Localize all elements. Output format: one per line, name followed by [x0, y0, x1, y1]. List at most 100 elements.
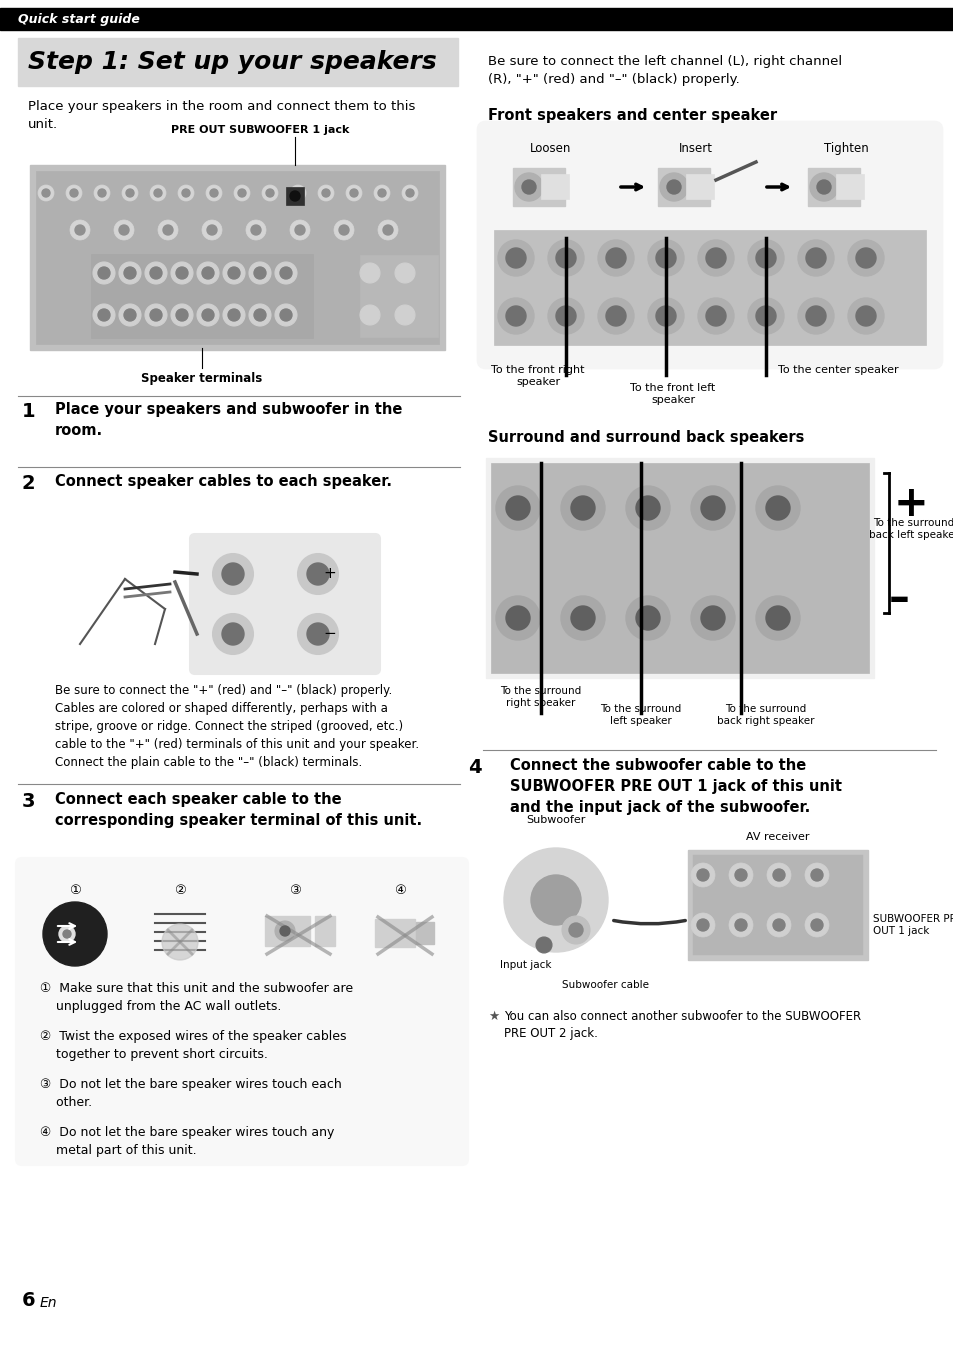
Circle shape — [124, 309, 136, 321]
Circle shape — [855, 306, 875, 326]
Circle shape — [206, 185, 222, 201]
Circle shape — [847, 298, 883, 334]
Circle shape — [294, 189, 302, 197]
Text: To the surround
back right speaker: To the surround back right speaker — [717, 704, 814, 727]
Circle shape — [171, 305, 193, 326]
Text: −: − — [323, 627, 335, 642]
Circle shape — [280, 267, 292, 279]
Circle shape — [223, 305, 245, 326]
Circle shape — [346, 185, 361, 201]
Circle shape — [145, 305, 167, 326]
Circle shape — [497, 298, 534, 334]
Circle shape — [322, 189, 330, 197]
Circle shape — [171, 262, 193, 284]
Text: Step 1: Set up your speakers: Step 1: Set up your speakers — [28, 50, 436, 74]
Circle shape — [222, 563, 244, 585]
Circle shape — [150, 309, 162, 321]
Text: Quick start guide: Quick start guide — [18, 12, 140, 26]
Circle shape — [207, 225, 216, 235]
Circle shape — [98, 309, 110, 321]
Text: 3: 3 — [22, 793, 35, 811]
Circle shape — [700, 496, 724, 520]
Text: Place your speakers and subwoofer in the
room.: Place your speakers and subwoofer in the… — [55, 402, 402, 438]
Circle shape — [765, 607, 789, 630]
Text: To the front right
speaker: To the front right speaker — [491, 365, 584, 387]
FancyBboxPatch shape — [485, 458, 873, 678]
Circle shape — [505, 248, 525, 268]
Text: Speaker terminals: Speaker terminals — [141, 372, 262, 386]
Circle shape — [228, 267, 240, 279]
Text: En: En — [40, 1295, 57, 1310]
Circle shape — [755, 248, 775, 268]
Circle shape — [70, 189, 78, 197]
Bar — [685, 174, 713, 200]
Circle shape — [496, 487, 539, 530]
Text: Tighten: Tighten — [822, 142, 867, 155]
Circle shape — [196, 305, 219, 326]
Text: 2: 2 — [22, 474, 35, 493]
Text: Input jack: Input jack — [499, 960, 551, 971]
Circle shape — [150, 185, 166, 201]
Text: ③  Do not let the bare speaker wires touch each
    other.: ③ Do not let the bare speaker wires touc… — [40, 1078, 341, 1109]
Circle shape — [659, 173, 687, 201]
Circle shape — [766, 913, 790, 937]
Circle shape — [734, 869, 746, 882]
Circle shape — [92, 305, 115, 326]
Bar — [36, 171, 438, 344]
Circle shape — [113, 220, 133, 240]
Circle shape — [59, 926, 75, 942]
Circle shape — [755, 596, 800, 640]
Text: 4: 4 — [468, 758, 481, 776]
Text: Front speakers and center speaker: Front speakers and center speaker — [488, 108, 777, 123]
Text: Subwoofer cable: Subwoofer cable — [562, 980, 649, 989]
Circle shape — [728, 913, 752, 937]
Text: Subwoofer: Subwoofer — [526, 816, 585, 825]
Circle shape — [598, 240, 634, 276]
Circle shape — [568, 923, 582, 937]
Circle shape — [237, 189, 246, 197]
Circle shape — [274, 305, 296, 326]
Circle shape — [805, 248, 825, 268]
Circle shape — [210, 189, 218, 197]
Circle shape — [531, 875, 580, 925]
Circle shape — [816, 181, 830, 194]
Circle shape — [338, 225, 349, 235]
Circle shape — [153, 189, 162, 197]
Circle shape — [598, 298, 634, 334]
Text: Be sure to connect the left channel (L), right channel
(R), "+" (red) and "–" (b: Be sure to connect the left channel (L),… — [488, 55, 841, 86]
Circle shape — [797, 240, 833, 276]
Circle shape — [290, 185, 306, 201]
Circle shape — [150, 267, 162, 279]
Bar — [494, 231, 925, 345]
Text: To the center speaker: To the center speaker — [777, 365, 898, 375]
Text: ②  Twist the exposed wires of the speaker cables
    together to prevent short c: ② Twist the exposed wires of the speaker… — [40, 1030, 346, 1061]
Circle shape — [42, 189, 50, 197]
Circle shape — [636, 496, 659, 520]
Circle shape — [497, 240, 534, 276]
Circle shape — [228, 309, 240, 321]
Circle shape — [280, 309, 292, 321]
Text: Loosen: Loosen — [530, 142, 571, 155]
Circle shape — [700, 607, 724, 630]
Text: You can also connect another subwoofer to the SUBWOOFER
PRE OUT 2 jack.: You can also connect another subwoofer t… — [503, 1010, 861, 1041]
Circle shape — [747, 240, 783, 276]
Bar — [807, 168, 859, 206]
Circle shape — [395, 305, 415, 325]
Circle shape — [158, 220, 178, 240]
Circle shape — [772, 919, 784, 931]
Text: ①: ① — [69, 884, 81, 896]
Circle shape — [119, 225, 129, 235]
Circle shape — [253, 309, 266, 321]
Bar — [0, 8, 953, 30]
Circle shape — [213, 554, 253, 594]
Circle shape — [560, 487, 604, 530]
Circle shape — [647, 298, 683, 334]
Circle shape — [75, 225, 85, 235]
Circle shape — [249, 262, 271, 284]
Circle shape — [804, 863, 828, 887]
Circle shape — [647, 240, 683, 276]
Circle shape — [734, 919, 746, 931]
Circle shape — [119, 305, 141, 326]
FancyBboxPatch shape — [477, 123, 941, 368]
Circle shape — [162, 923, 198, 960]
